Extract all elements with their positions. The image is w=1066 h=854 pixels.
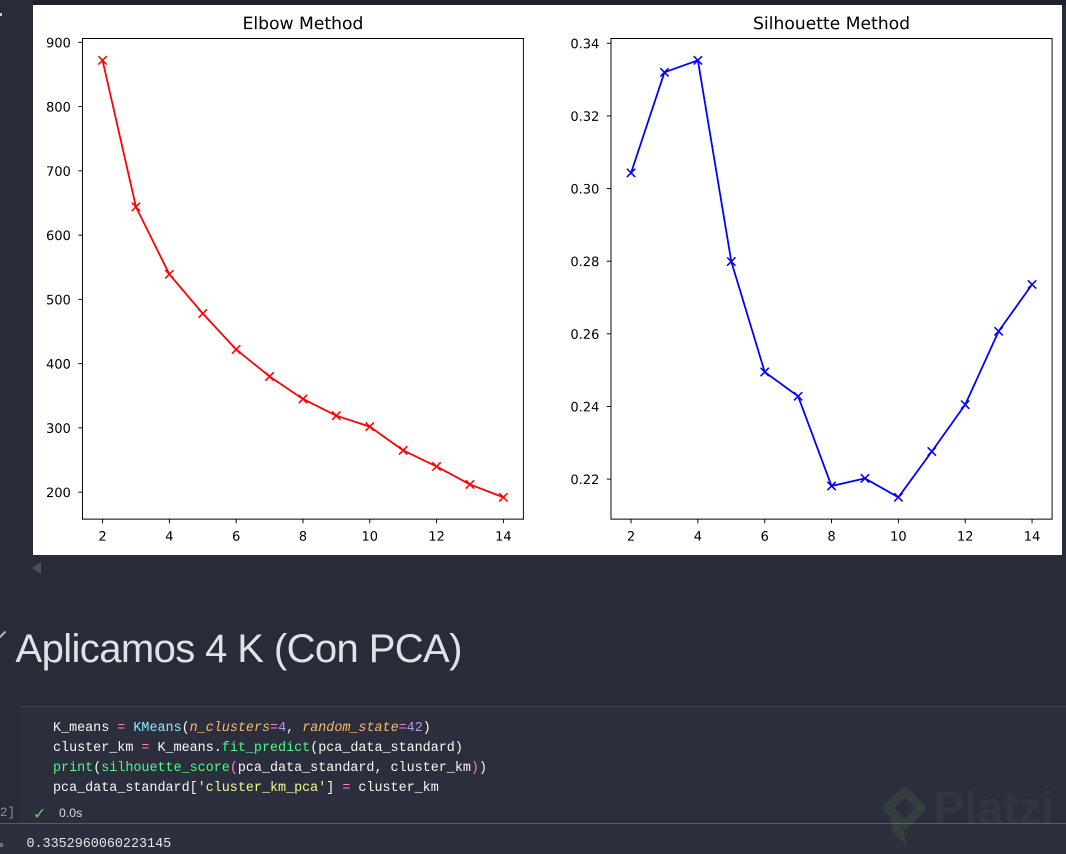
svg-text:Platzi: Platzi [934,782,1054,834]
